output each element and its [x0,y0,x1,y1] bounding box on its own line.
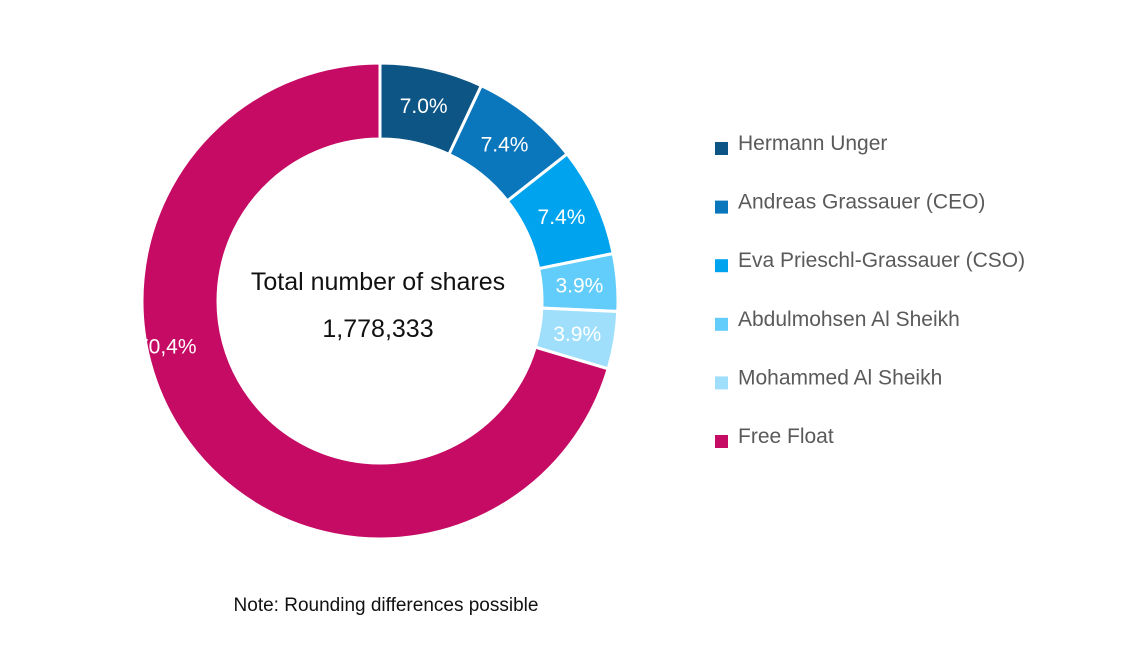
center-value: 1,778,333 [322,315,433,343]
slice-label-4: 3.9% [553,323,601,346]
legend-swatch-2 [715,259,728,273]
legend-label-4: Mohammed Al Sheikh [738,366,942,389]
slice-5 [140,61,610,541]
legend-swatch-0 [715,142,728,155]
legend-label-5: Free Float [738,425,834,448]
legend-swatch-3 [715,317,728,331]
center-title: Total number of shares [251,268,505,296]
slice-label-0: 7.0% [400,95,448,118]
legend-label-0: Hermann Unger [738,132,887,155]
slice-label-2: 7.4% [538,206,586,229]
legend-label-3: Abdulmohsen Al Sheikh [738,308,960,331]
legend-swatch-4 [715,376,728,390]
slice-label-3: 3.9% [555,274,603,297]
slice-label-1: 7.4% [481,134,529,157]
legend-label-2: Eva Prieschl-Grassauer (CSO) [738,249,1025,272]
donut-slices [140,61,620,541]
legend-label-1: Andreas Grassauer (CEO) [738,191,985,214]
note: Note: Rounding differences possible [234,595,539,616]
legend-swatch-1 [715,200,728,214]
slice-label-5: 70,4% [137,335,197,358]
legend: Hermann Unger Andreas Grassauer (CEO) Eva … [715,132,1025,448]
legend-swatch-5 [715,435,728,448]
slice-labels: 7.0% 7.4% 7.4% 3.9% 3.9% 70,4% [137,95,603,359]
